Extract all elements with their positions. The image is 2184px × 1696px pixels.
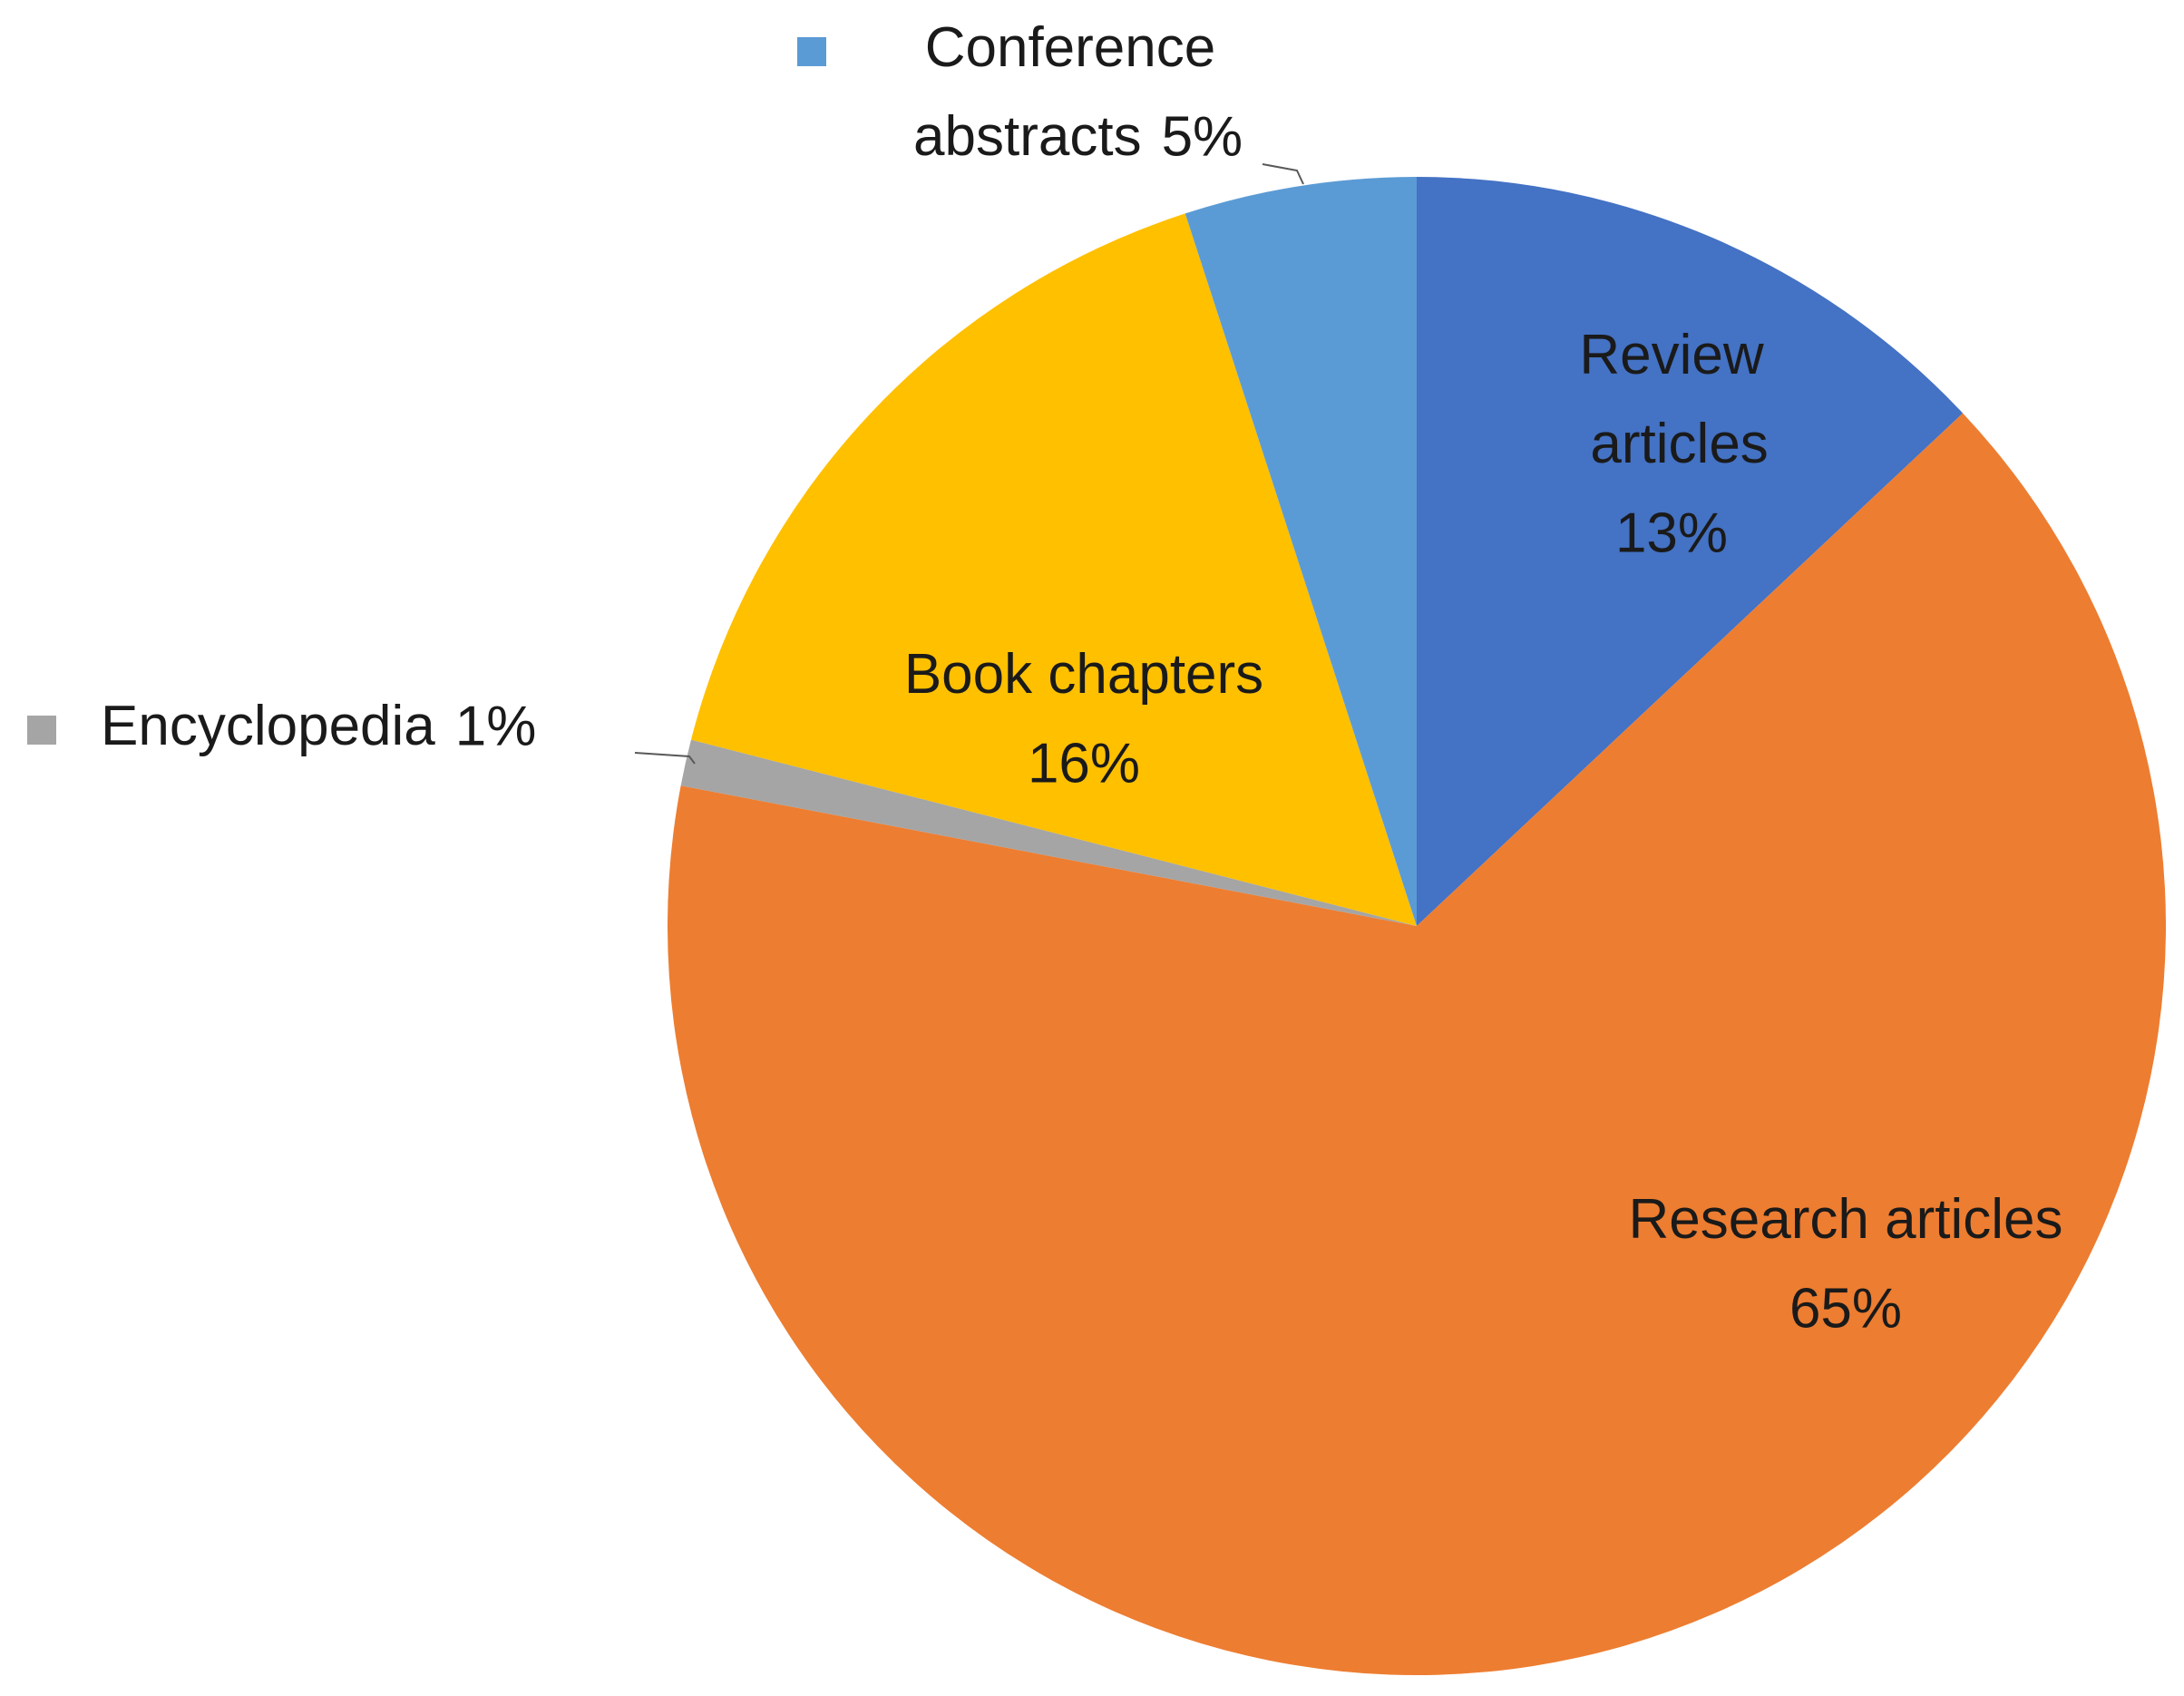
category-label: Review articles (1575, 324, 1769, 475)
value-label: 65% (1789, 1277, 1902, 1340)
leader-line (634, 752, 696, 765)
category-label: Research articles (1629, 1188, 2063, 1251)
labels: Review articles 13% Research articles 65% En… (27, 16, 2062, 1340)
category-label: Encyclopedia (101, 695, 435, 757)
category-label: Book chapters (904, 643, 1263, 706)
pie-slice (1185, 177, 1417, 926)
pie-slice (690, 213, 1417, 927)
legend-marker (27, 716, 56, 745)
value-label: 1% (455, 695, 537, 757)
pie-slice (680, 739, 1417, 926)
value-label: 13% (1615, 502, 1728, 564)
value-label: 16% (1028, 732, 1140, 794)
pie (667, 177, 2166, 1675)
pie-slice (667, 413, 2166, 1675)
category-label: Conference abstracts (898, 16, 1215, 168)
leader-line (1262, 163, 1304, 185)
pie-slice (1417, 177, 1964, 926)
value-label: 5% (1162, 105, 1243, 168)
legend-marker (797, 37, 826, 66)
